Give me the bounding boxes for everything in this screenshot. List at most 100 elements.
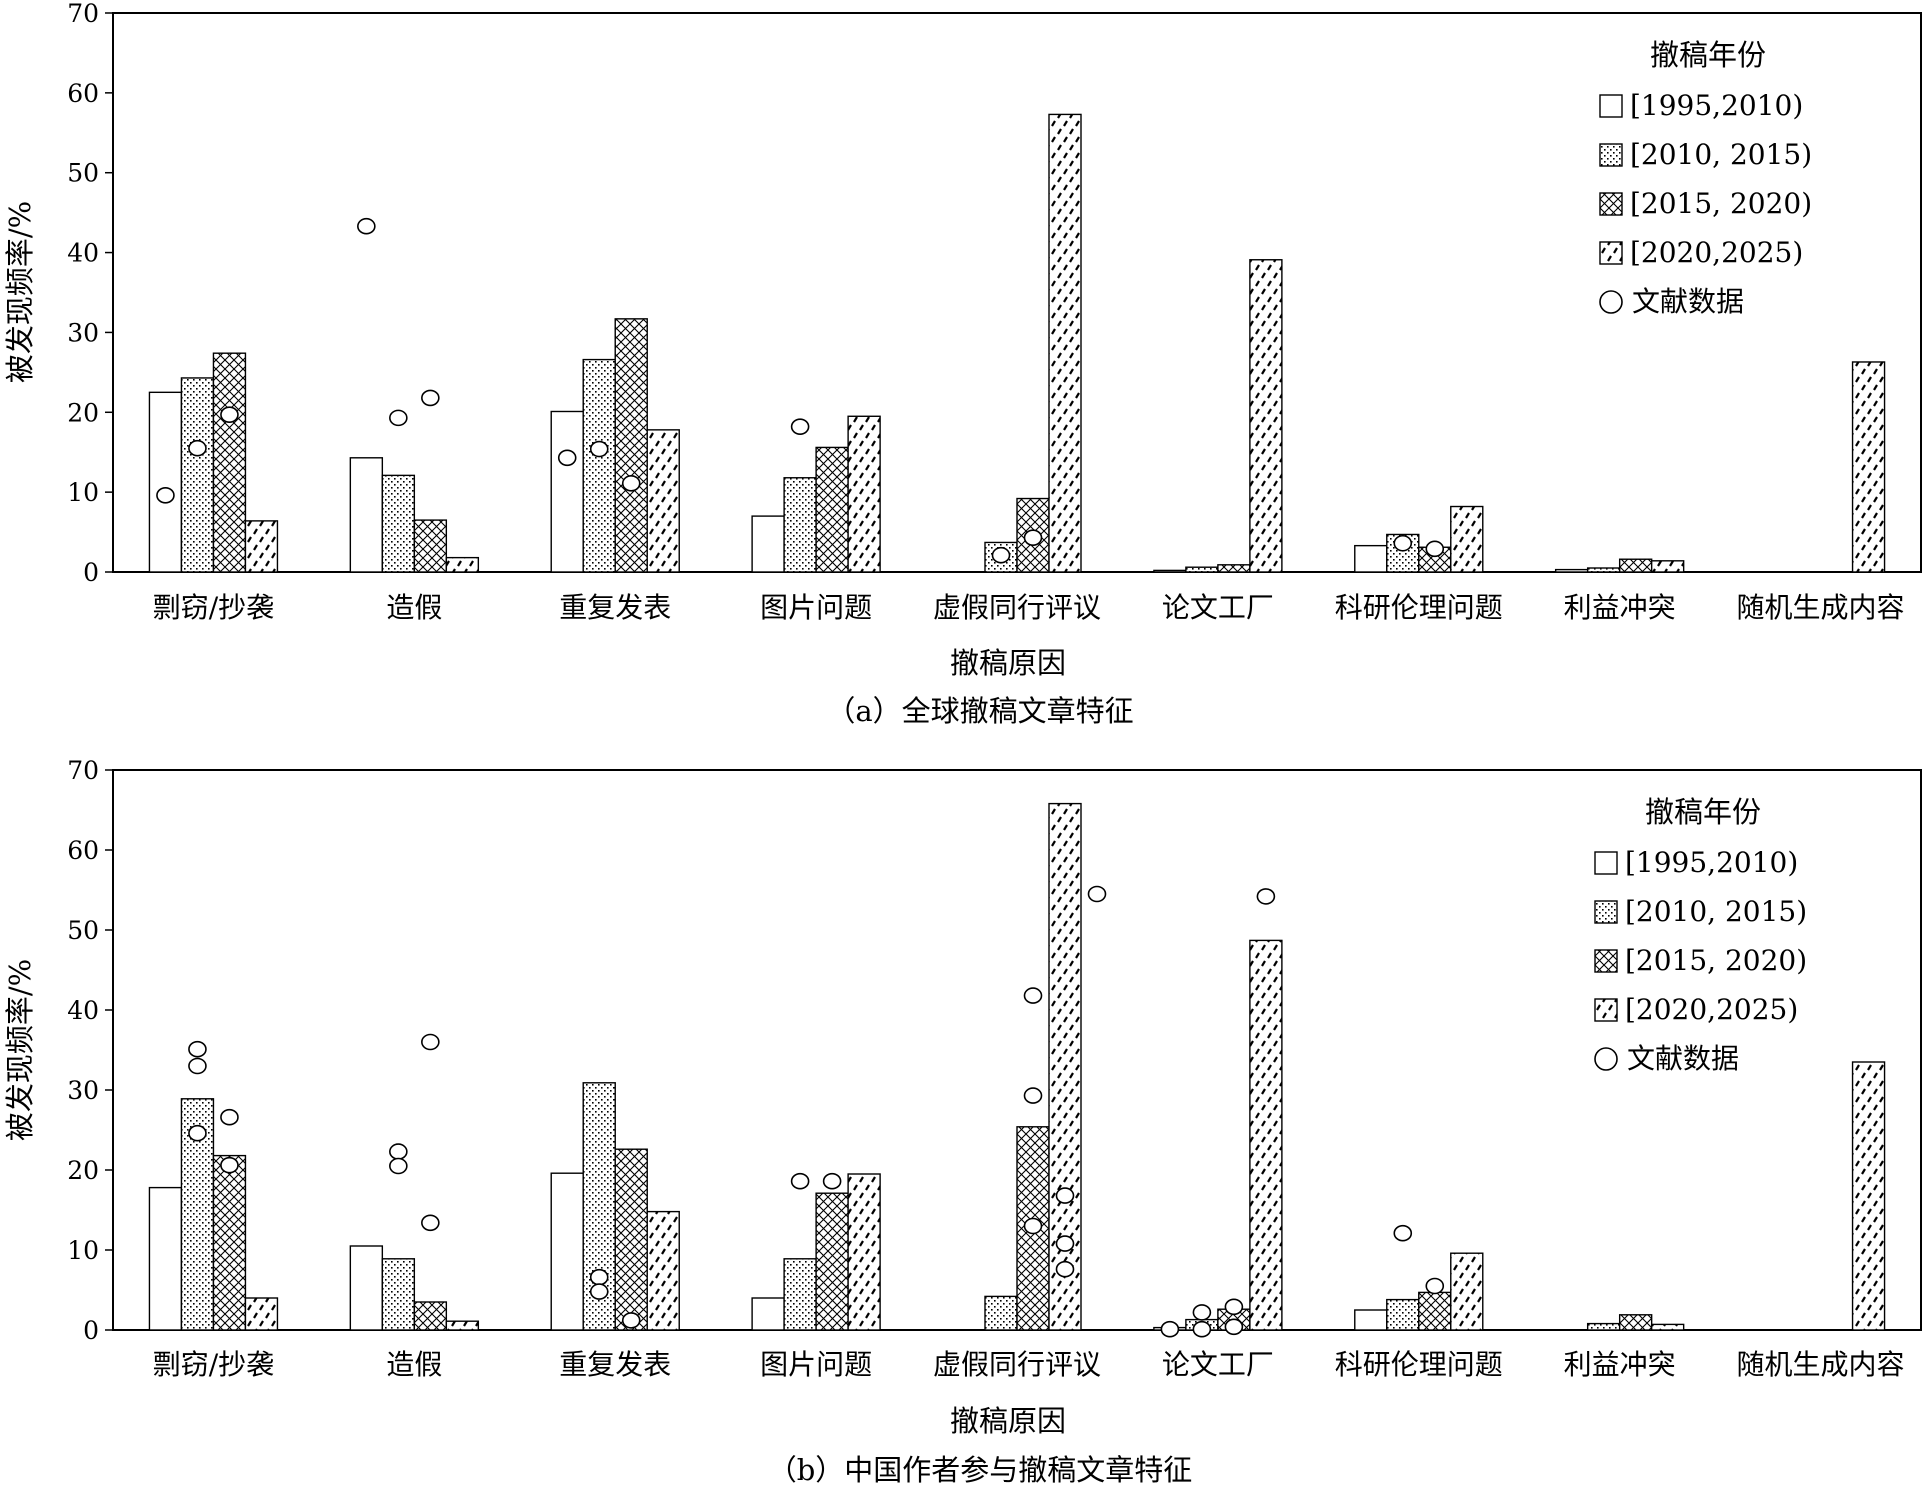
- literature-point: [1055, 1260, 1075, 1278]
- legend-label: [2015, 2020): [1625, 944, 1807, 977]
- y-tick-label: 70: [67, 756, 99, 785]
- legend: 撤稿年份 [1995,2010) [2010, 2015) [2015, 2020)…: [1594, 795, 1807, 1075]
- bar-crosshatch: [614, 1148, 648, 1331]
- literature-point: [1160, 1320, 1180, 1338]
- bar-dashes: [1650, 1323, 1685, 1331]
- bar-blank: [1354, 1309, 1388, 1331]
- bar-blank: [349, 1245, 384, 1331]
- bar-blank: [1354, 544, 1388, 573]
- legend-swatch: [1594, 949, 1618, 973]
- bar-crosshatch: [413, 1301, 448, 1331]
- bar-blank: [1153, 569, 1187, 573]
- literature-point: [1192, 1320, 1212, 1338]
- legend-swatch: [1594, 851, 1618, 875]
- bar-dashes: [1650, 560, 1685, 573]
- legend-circle-marker: [1599, 290, 1623, 314]
- legend-title: 撤稿年份: [1650, 38, 1766, 72]
- literature-point: [1023, 1217, 1043, 1235]
- category-labels: 剽窃/抄袭 造假 重复发表 图片问题 虚假同行评议 论文工厂 科研伦理问题 利益冲突 随机生成内…: [153, 1348, 1905, 1381]
- bar-dots: [180, 377, 215, 573]
- literature-point: [1425, 540, 1445, 558]
- y-tick-label: 20: [67, 1156, 99, 1185]
- category-label: 重复发表: [559, 591, 671, 624]
- category-label: 剽窃/抄袭: [153, 591, 274, 624]
- literature-point: [1055, 1235, 1075, 1252]
- bar-dashes: [847, 415, 881, 573]
- literature-points: [156, 217, 1445, 564]
- bars: [148, 113, 1886, 573]
- literature-point: [557, 449, 577, 467]
- y-axis-title: 被发现频率/%: [3, 959, 37, 1141]
- literature-point: [220, 1156, 239, 1174]
- literature-point: [389, 1157, 408, 1175]
- legend-label: [2015, 2020): [1630, 187, 1812, 220]
- y-tick-label: 30: [67, 1076, 99, 1105]
- y-tick-label: 70: [67, 0, 99, 28]
- literature-point: [1425, 1277, 1445, 1295]
- bar-dots: [783, 477, 817, 573]
- category-label: 随机生成内容: [1737, 1348, 1905, 1381]
- bar-dots: [1185, 566, 1219, 573]
- bar-crosshatch: [1418, 1291, 1452, 1331]
- literature-point: [188, 439, 207, 457]
- bar-blank: [550, 1172, 584, 1331]
- y-tick-label: 20: [67, 398, 99, 427]
- literature-point: [1393, 534, 1413, 552]
- literature-point: [790, 1172, 810, 1190]
- y-axis-title: 被发现频率/%: [3, 201, 37, 383]
- bar-dashes: [244, 520, 279, 573]
- bar-crosshatch: [614, 318, 648, 573]
- panel-b: 0 10 20 30 40 50 60 70 剽窃/抄袭 造假 重复发表 图片问题 虚假同行评议 论文工…: [3, 756, 1922, 1487]
- bar-dots: [381, 1258, 416, 1331]
- literature-point: [389, 409, 408, 427]
- literature-point: [1224, 1318, 1244, 1336]
- bar-crosshatch: [413, 519, 448, 573]
- legend-label: [2020,2025): [1630, 236, 1803, 269]
- category-label: 造假: [386, 591, 442, 624]
- category-label: 科研伦理问题: [1335, 1348, 1503, 1381]
- bar-crosshatch: [815, 446, 849, 573]
- category-label: 利益冲突: [1564, 1348, 1676, 1381]
- legend-label: [2010, 2015): [1630, 138, 1812, 171]
- literature-point: [1023, 529, 1043, 546]
- bar-crosshatch: [815, 1192, 849, 1331]
- figure-caption: （a）全球撤稿文章特征: [826, 694, 1133, 728]
- literature-point: [589, 1283, 609, 1300]
- bar-dashes: [646, 1210, 680, 1331]
- bar-dashes: [1450, 505, 1484, 573]
- y-tick-label: 60: [67, 79, 99, 108]
- literature-point: [188, 1057, 207, 1075]
- literature-point: [188, 1124, 207, 1142]
- literature-point: [1023, 987, 1043, 1004]
- legend-label: [2020,2025): [1625, 993, 1798, 1026]
- category-label: 造假: [386, 1348, 442, 1381]
- literature-point: [156, 487, 175, 504]
- bar-blank: [148, 391, 183, 573]
- literature-point: [790, 418, 810, 435]
- bar-dashes: [445, 1320, 480, 1331]
- category-label: 随机生成内容: [1737, 591, 1905, 624]
- legend-title: 撤稿年份: [1645, 795, 1761, 829]
- literature-point: [421, 389, 440, 407]
- y-axis-ticks: 0 10 20 30 40 50 60 70: [67, 756, 113, 1345]
- literature-point: [1192, 1304, 1212, 1321]
- category-label: 图片问题: [760, 1348, 872, 1381]
- legend-swatch: [1599, 94, 1623, 118]
- literature-point: [1256, 888, 1276, 905]
- bar-dots: [582, 358, 616, 573]
- bar-crosshatch: [1217, 564, 1251, 573]
- bar-dots: [381, 474, 416, 573]
- y-tick-label: 50: [67, 159, 99, 188]
- bar-blank: [751, 515, 785, 573]
- literature-point: [220, 406, 239, 423]
- literature-point: [1023, 1087, 1043, 1104]
- bar-dashes: [1851, 361, 1886, 573]
- bar-dashes: [1450, 1252, 1484, 1331]
- figure-caption: （b）中国作者参与撤稿文章特征: [768, 1453, 1193, 1487]
- literature-point: [589, 440, 609, 458]
- legend-swatch: [1599, 192, 1623, 216]
- literature-point: [1224, 1298, 1244, 1316]
- y-tick-label: 60: [67, 836, 99, 865]
- y-tick-label: 30: [67, 318, 99, 347]
- bar-dashes: [244, 1297, 279, 1331]
